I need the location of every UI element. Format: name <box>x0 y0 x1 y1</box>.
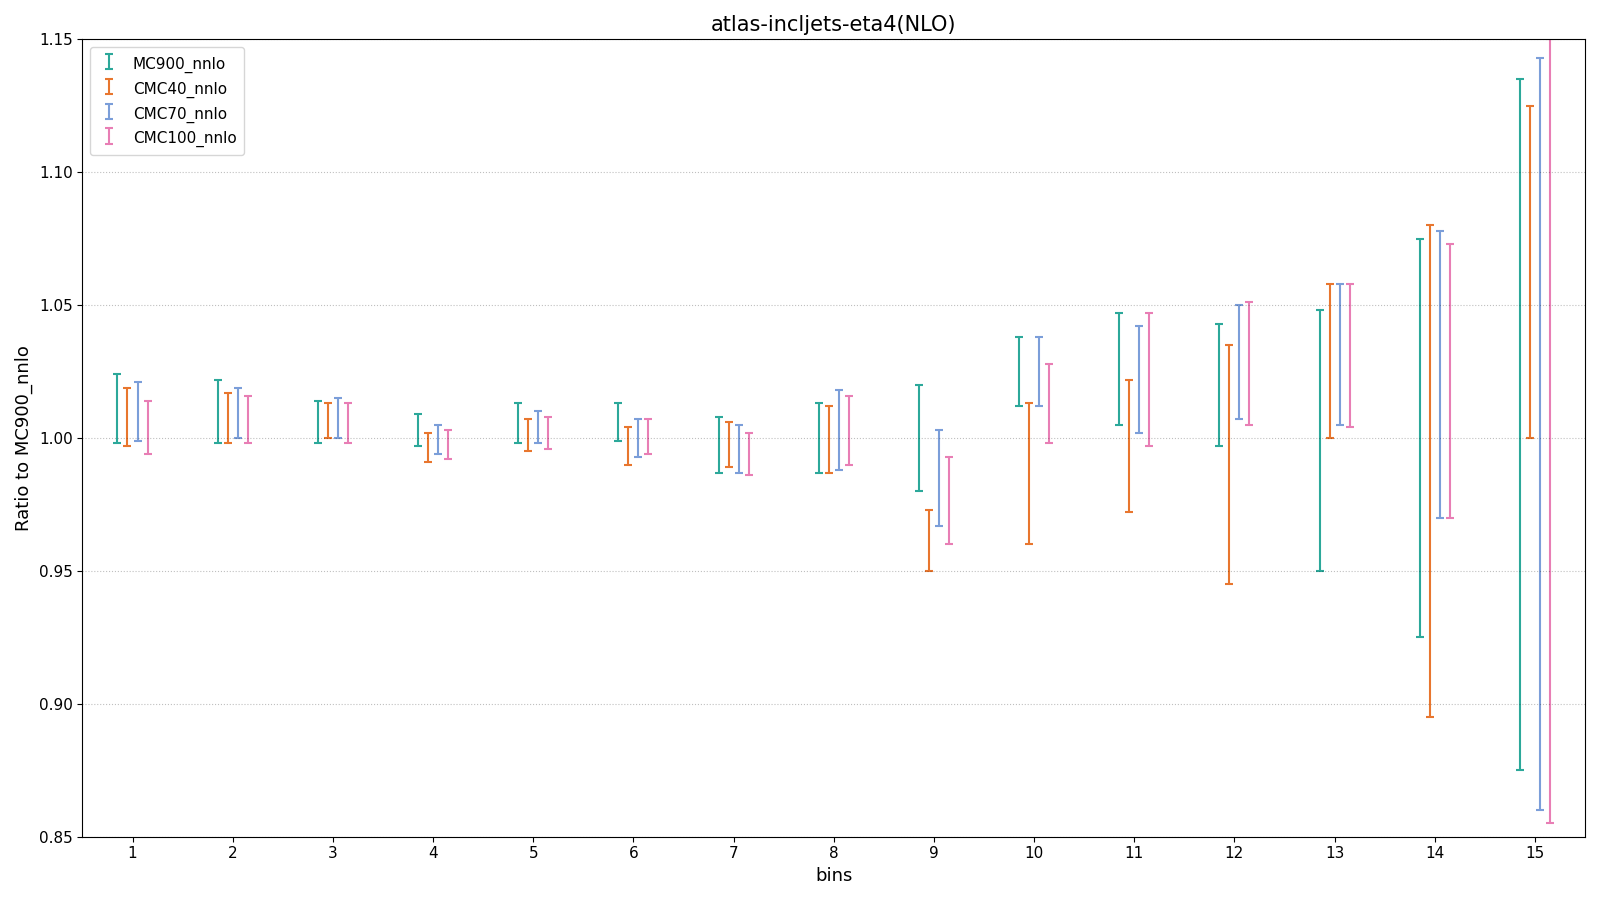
Y-axis label: Ratio to MC900_nnlo: Ratio to MC900_nnlo <box>14 345 34 531</box>
X-axis label: bins: bins <box>814 867 853 885</box>
Title: atlas-incljets-eta4(NLO): atlas-incljets-eta4(NLO) <box>710 15 957 35</box>
Legend: MC900_nnlo, CMC40_nnlo, CMC70_nnlo, CMC100_nnlo: MC900_nnlo, CMC40_nnlo, CMC70_nnlo, CMC1… <box>90 47 245 155</box>
